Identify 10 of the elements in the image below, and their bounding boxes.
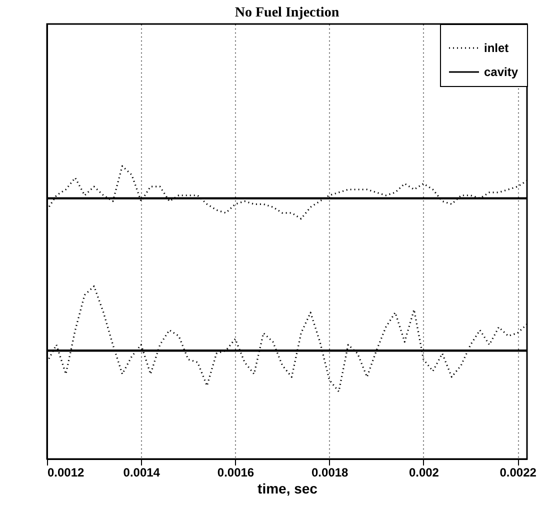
- x-tick-label: 0.0022: [500, 466, 537, 480]
- legend-label: inlet: [484, 41, 509, 55]
- legend-label: cavity: [484, 65, 518, 79]
- chart-title: No Fuel Injection: [234, 6, 340, 20]
- x-tick-label: 0.0016: [217, 466, 254, 480]
- x-axis-title: time, sec: [258, 480, 318, 496]
- x-tick-label: 0.0018: [312, 466, 349, 480]
- x-tick-label: 0.002: [408, 466, 440, 480]
- x-tick-label: 0.0012: [48, 466, 85, 480]
- x-tick-label: 0.0014: [123, 466, 160, 480]
